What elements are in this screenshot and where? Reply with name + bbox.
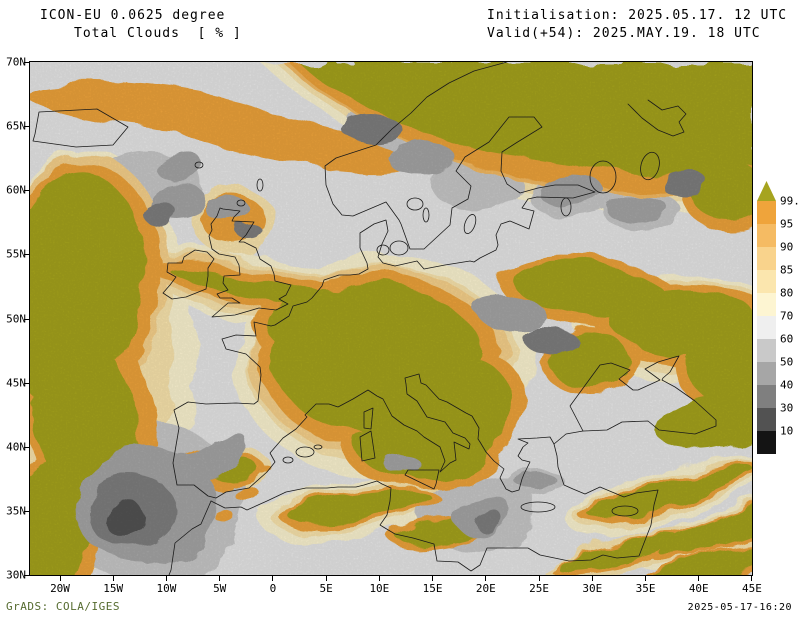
- lon-label: 15W: [103, 582, 124, 595]
- lat-axis: 70N 65N 60N 55N 50N 45N 40N 35N 30N: [0, 0, 29, 618]
- colorbar-segment: [757, 224, 776, 247]
- grads-credit: GrADS: COLA/IGES: [6, 600, 120, 613]
- colorbar-segment: [757, 339, 776, 362]
- colorbar-segment: [757, 293, 776, 316]
- lon-label: 10E: [369, 582, 390, 595]
- coastlines: [32, 62, 717, 575]
- lat-tick: [24, 190, 29, 192]
- lon-axis: 20W 15W 10W 5W 0 5E 10E 15E 20E 25E 30E 35E 40E 45E: [0, 576, 800, 606]
- lon-tick: [485, 576, 487, 581]
- lon-label: 45E: [742, 582, 762, 595]
- map-frame: [29, 61, 753, 576]
- lon-tick: [645, 576, 647, 581]
- lon-label: 5E: [319, 582, 333, 595]
- colorbar-label: 10: [780, 424, 794, 438]
- lat-tick: [24, 446, 29, 448]
- lat-label: 40N: [6, 440, 26, 454]
- field-title: Total Clouds [ % ]: [74, 26, 242, 41]
- lon-tick: [751, 576, 753, 581]
- lat-label: 30N: [6, 568, 26, 582]
- lat-tick: [24, 575, 29, 576]
- lon-label: 20W: [50, 582, 70, 595]
- lat-label: 65N: [6, 119, 26, 133]
- colorbar-segment: [757, 385, 776, 408]
- render-timestamp: 2025-05-17-16:20: [687, 602, 792, 613]
- lon-tick: [698, 576, 700, 581]
- lon-label: 5W: [213, 582, 227, 595]
- lat-label: 60N: [6, 183, 26, 197]
- lon-tick: [112, 576, 114, 581]
- colorbar-segment: [757, 316, 776, 339]
- colorbar-label: 80: [780, 286, 794, 300]
- lon-label: 40E: [688, 582, 709, 595]
- lat-tick: [24, 126, 29, 128]
- lon-tick: [432, 576, 434, 581]
- valid-time: Valid(+54): 2025.MAY.19. 18 UTC: [487, 26, 761, 41]
- lon-tick: [591, 576, 593, 581]
- lon-tick: [272, 576, 274, 581]
- lon-label: 25E: [529, 582, 549, 595]
- colorbar-labels: 99.5 95 90 85 80 70 60 50 40 30 10: [780, 0, 800, 618]
- lat-tick: [24, 318, 29, 320]
- lat-label: 50N: [6, 312, 26, 325]
- colorbar-label: 60: [780, 332, 794, 346]
- lat-label: 35N: [6, 504, 26, 518]
- lon-tick: [378, 576, 380, 581]
- colorbar-label: 95: [780, 217, 794, 231]
- lon-label: 0: [269, 582, 277, 595]
- colorbar-segment: [757, 431, 776, 454]
- lat-label: 55N: [6, 247, 26, 261]
- lon-tick: [59, 576, 61, 581]
- lat-tick: [24, 62, 29, 63]
- lon-label: 20E: [475, 582, 496, 595]
- lon-label: 15E: [422, 582, 443, 595]
- colorbar-segment: [757, 270, 776, 293]
- lat-tick: [24, 510, 29, 512]
- lon-tick: [325, 576, 327, 581]
- colorbar-label: 90: [780, 240, 794, 254]
- speckle-texture: [30, 62, 752, 575]
- colorbar-label: 70: [780, 309, 794, 323]
- lat-label: 45N: [6, 376, 26, 390]
- colorbar-label: 85: [780, 263, 794, 277]
- colorbar-segment: [757, 201, 776, 224]
- model-title: ICON-EU 0.0625 degree: [40, 8, 226, 23]
- colorbar-label: 30: [780, 401, 794, 415]
- lat-tick: [24, 382, 29, 384]
- colorbar-arrow: [757, 181, 776, 201]
- colorbar-label: 99.5: [780, 194, 800, 208]
- lat-tick: [24, 254, 29, 256]
- lon-label: 10W: [156, 582, 177, 595]
- colorbar-segment: [757, 362, 776, 385]
- lon-tick: [219, 576, 221, 581]
- lon-tick: [538, 576, 540, 581]
- colorbar-label: 40: [780, 378, 794, 392]
- lon-label: 35E: [635, 582, 656, 595]
- lat-label: 70N: [6, 55, 26, 69]
- lon-tick: [165, 576, 167, 581]
- init-time: Initialisation: 2025.05.17. 12 UTC: [487, 8, 788, 23]
- cloud-cover-map: [30, 62, 752, 575]
- colorbar: [757, 181, 776, 454]
- colorbar-label: 50: [780, 355, 794, 369]
- colorbar-segment: [757, 247, 776, 270]
- lon-label: 30E: [582, 582, 603, 595]
- colorbar-segment: [757, 408, 776, 431]
